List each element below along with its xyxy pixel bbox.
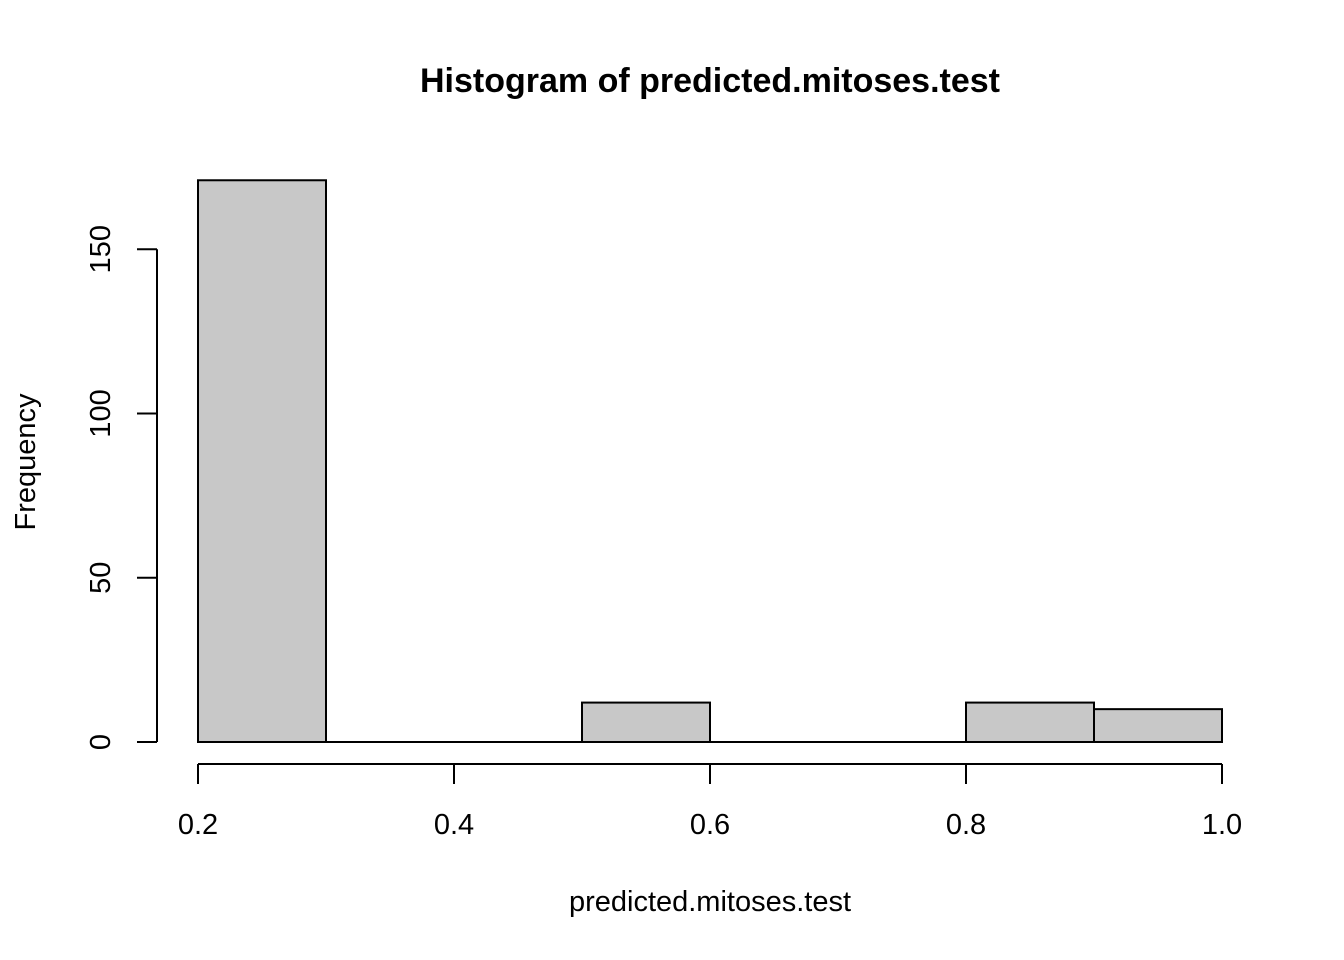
bars-group bbox=[197, 179, 1223, 744]
y-tick-label: 0 bbox=[85, 734, 117, 750]
x-tick-label: 0.8 bbox=[946, 809, 986, 841]
y-axis: 0 50 100 150 bbox=[85, 225, 158, 750]
x-tick-label: 0.6 bbox=[690, 809, 730, 841]
histogram-bar bbox=[965, 701, 1095, 744]
histogram-bar bbox=[1093, 708, 1223, 744]
x-axis: 0.2 0.4 0.6 0.8 1.0 bbox=[178, 763, 1242, 841]
histogram-bar bbox=[581, 701, 711, 744]
x-tick-label: 0.4 bbox=[434, 809, 474, 841]
chart-title: Histogram of predicted.mitoses.test bbox=[420, 62, 1000, 100]
y-tick-label: 150 bbox=[85, 225, 117, 273]
x-tick-label: 1.0 bbox=[1202, 809, 1242, 841]
x-axis-label: predicted.mitoses.test bbox=[569, 886, 851, 918]
histogram-bar bbox=[197, 179, 327, 743]
y-tick-label: 100 bbox=[85, 389, 117, 437]
y-tick-label: 50 bbox=[85, 562, 117, 594]
x-tick-label: 0.2 bbox=[178, 809, 218, 841]
y-axis-label: Frequency bbox=[10, 393, 42, 531]
